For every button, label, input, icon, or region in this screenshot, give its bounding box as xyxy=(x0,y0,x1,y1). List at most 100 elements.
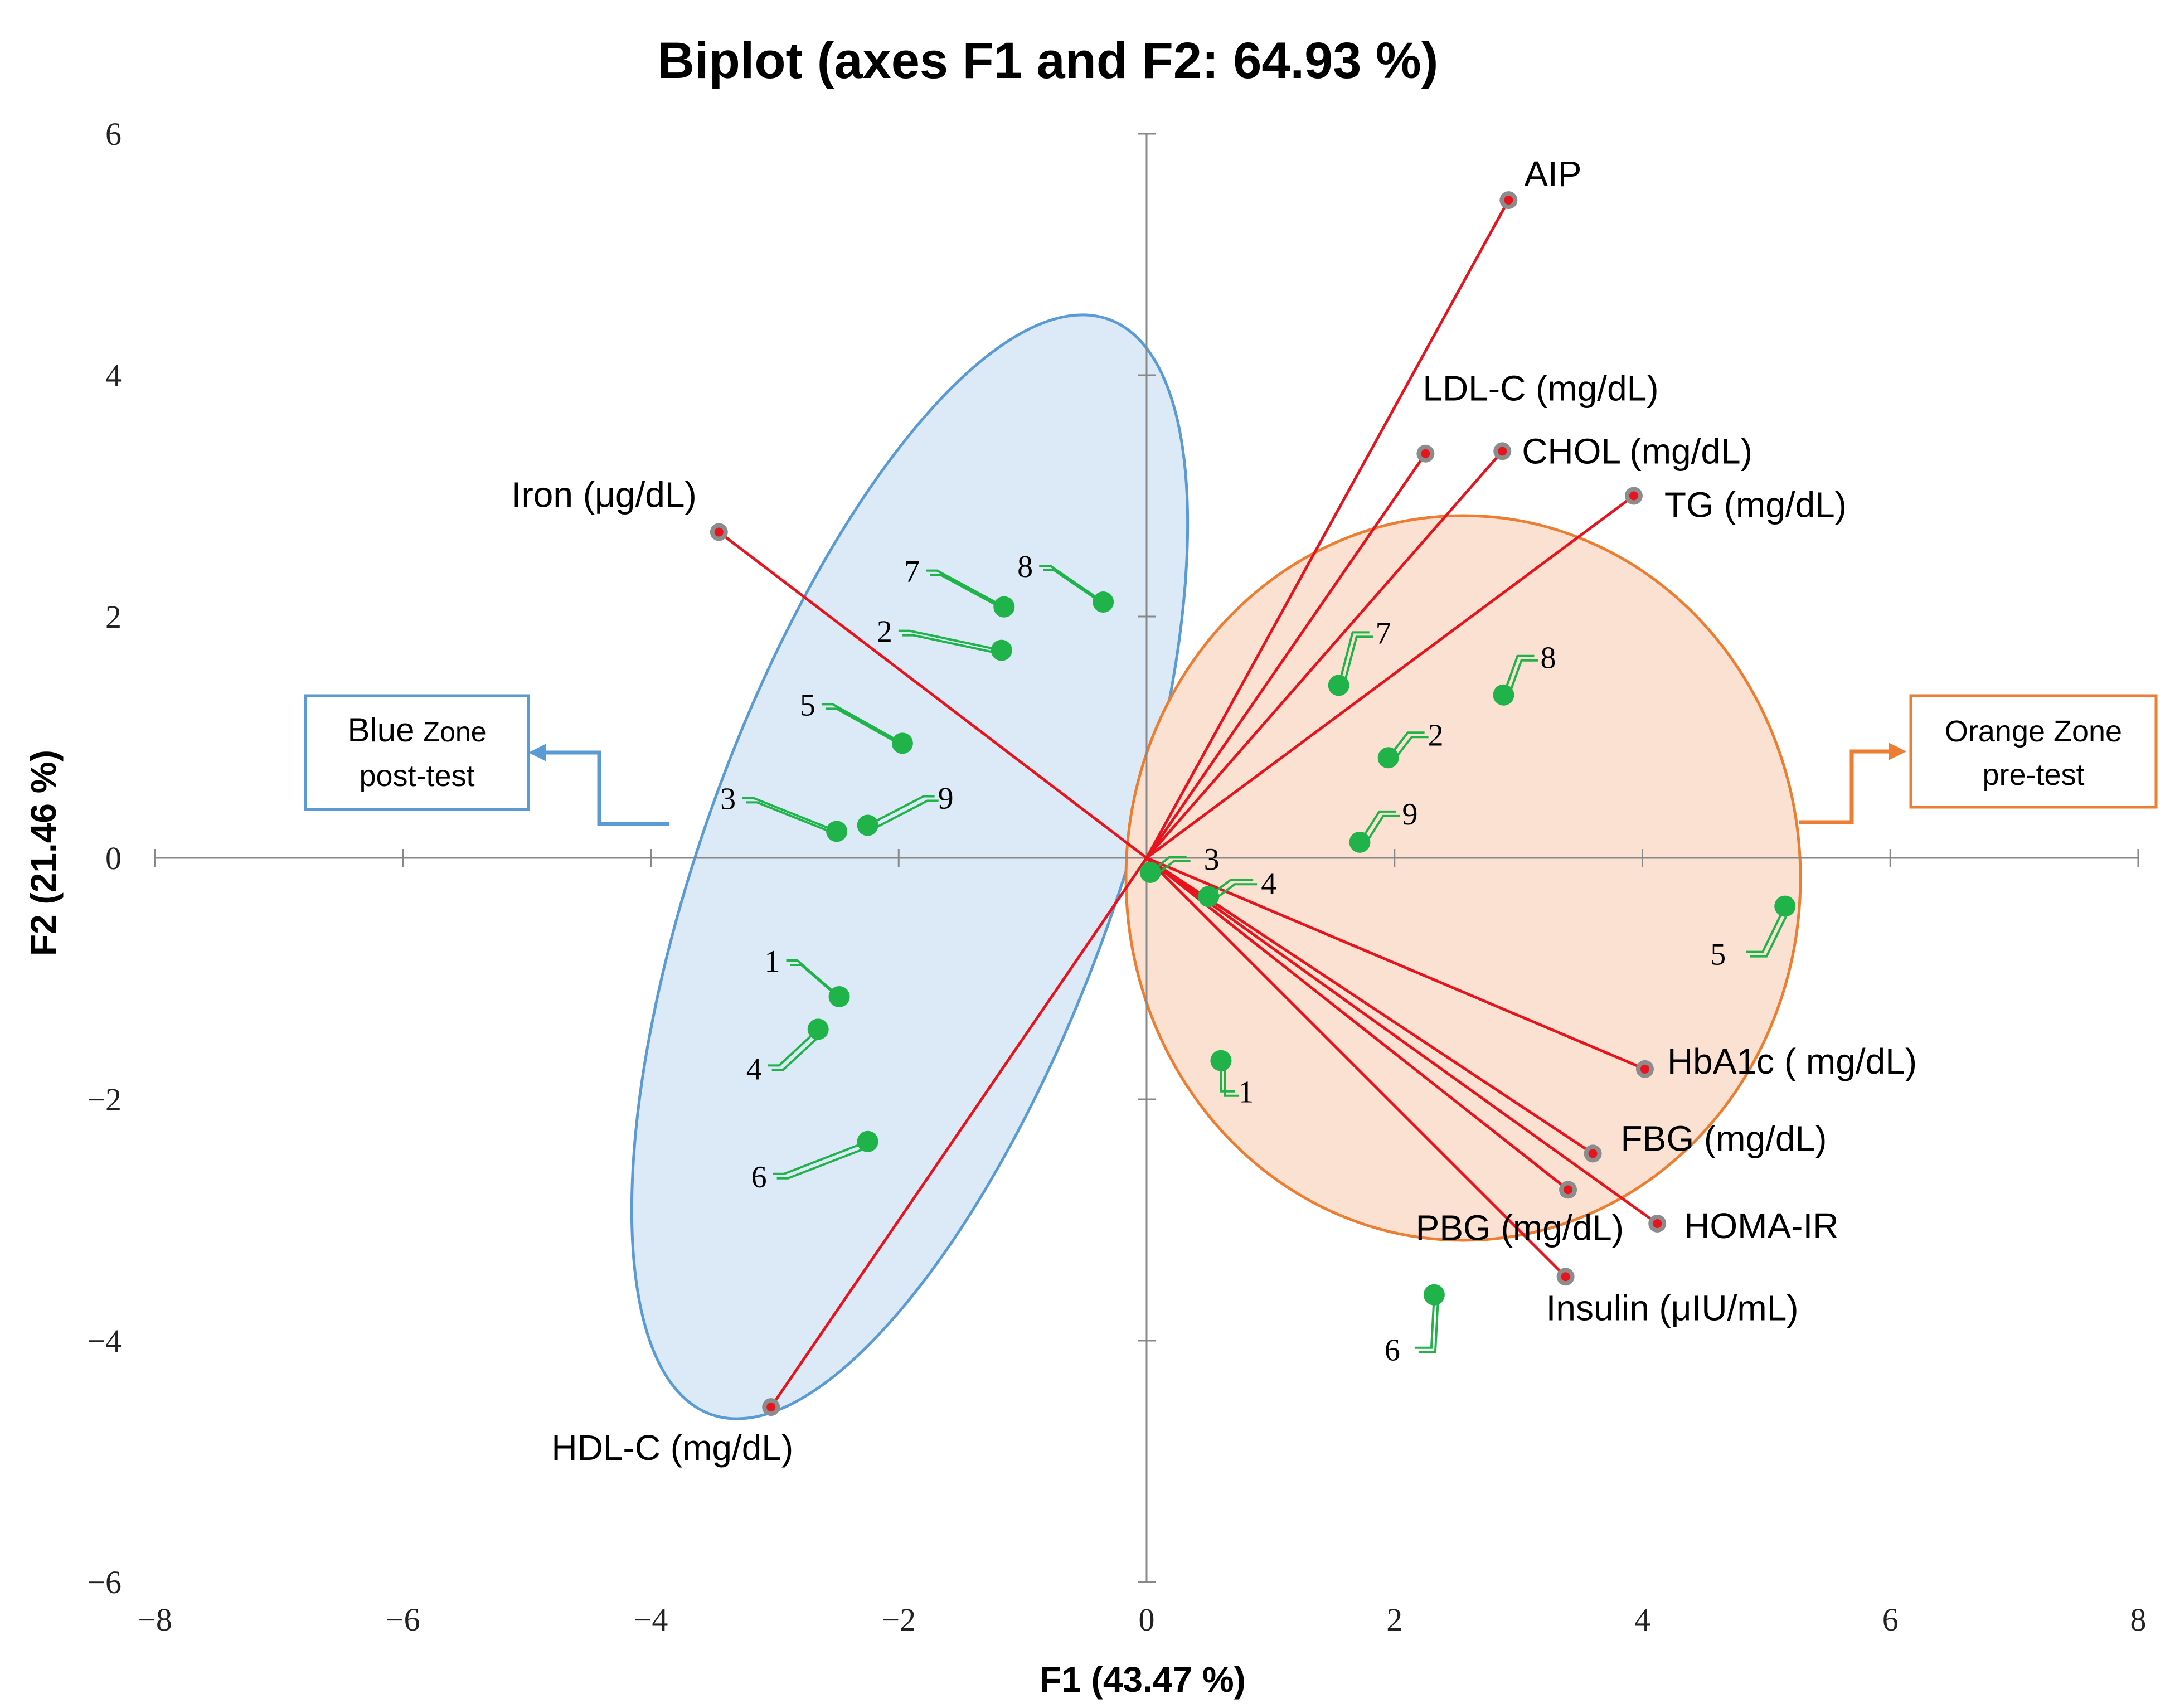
variable-point xyxy=(1629,491,1638,501)
ticks-layer: −8 −6 −4 −2 0 2 4 6 8 −6 −4 −2 0 2 4 6 xyxy=(87,116,2146,1638)
y-axis-title: F2 (21.46 %) xyxy=(23,750,64,956)
pre-test-observation-point xyxy=(1377,747,1399,769)
variable-point xyxy=(1561,1272,1570,1282)
pre-test-observation-leader xyxy=(1337,631,1370,686)
post-test-observation-label: 7 xyxy=(904,555,920,589)
x-tick-label: −6 xyxy=(386,1602,420,1638)
orange-zone-title: Orange Zone xyxy=(1945,715,2122,748)
post-test-observation-point xyxy=(828,986,850,1007)
post-test-observation-point xyxy=(826,821,848,842)
variable-label: CHOL (mg/dL) xyxy=(1522,431,1752,471)
post-test-observation-leader xyxy=(930,574,1009,613)
variable-point xyxy=(1588,1149,1598,1158)
y-tick-label: 6 xyxy=(105,116,122,152)
post-test-observation-leader xyxy=(902,634,1006,656)
y-tick-label: 2 xyxy=(105,599,122,635)
variable-point xyxy=(1640,1064,1649,1074)
x-tick-label: 2 xyxy=(1386,1602,1402,1638)
variable-vector xyxy=(1145,453,1427,859)
x-tick-label: −2 xyxy=(881,1602,916,1638)
variables-layer: AIP LDL-C (mg/dL) CHOL (mg/dL) TG (mg/dL) Ir… xyxy=(512,154,1917,1468)
variable-label: TG (mg/dL) xyxy=(1664,485,1847,525)
variable-vector xyxy=(1145,494,1635,860)
y-tick-label: −2 xyxy=(87,1081,122,1118)
orange-zone-connector xyxy=(1799,749,1898,824)
post-test-observation-leader xyxy=(871,799,939,831)
variable-label: HOMA-IR xyxy=(1684,1206,1838,1246)
blue-zone-subtitle: post-test xyxy=(359,759,474,793)
pre-test-observation-point xyxy=(1493,684,1514,706)
post-test-observation-label: 1 xyxy=(765,944,780,979)
blue-zone-connector xyxy=(535,750,669,826)
x-tick-label: 0 xyxy=(1139,1602,1155,1638)
chart-title: Biplot (axes F1 and F2: 64.93 %) xyxy=(658,32,1439,89)
post-test-observation-leader xyxy=(821,703,903,745)
post-test-observation-point xyxy=(807,1018,829,1040)
post-test-observation-point xyxy=(1093,591,1114,613)
orange-zone-arrowhead xyxy=(1889,743,1906,760)
variable-label: HbA1c ( mg/dL) xyxy=(1667,1041,1917,1081)
pre-test-observation-leader xyxy=(1418,1299,1439,1353)
variable-point xyxy=(766,1403,776,1412)
pre-test-observation-leader xyxy=(1750,910,1790,958)
post-test-observation-leader xyxy=(773,1140,868,1175)
post-test-observation-point xyxy=(993,596,1015,618)
variable-vector xyxy=(1145,856,1594,1155)
pre-test-observation-label: 1 xyxy=(1238,1075,1254,1110)
blue-zone-ellipse xyxy=(630,313,1190,1420)
orange-zone-callout: Orange Zone pre-test xyxy=(1799,694,2158,824)
pre-test-observation-label: 8 xyxy=(1540,641,1556,676)
observations-layer: 7 8 2 5 3 9 1 4 6 7 8 2 9 3 4 5 1 6 xyxy=(720,550,1796,1368)
variable-vector xyxy=(1145,857,1567,1278)
orange-zone-ellipse xyxy=(1124,514,1802,1242)
variable-label: PBG (mg/dL) xyxy=(1416,1207,1624,1248)
variable-vector xyxy=(1146,856,1645,1071)
post-test-observation-label: 2 xyxy=(877,615,892,649)
post-test-observation-label: 4 xyxy=(746,1052,762,1086)
post-test-observation-leader xyxy=(1043,569,1108,608)
pre-test-observation-label: 2 xyxy=(1428,718,1444,753)
y-tick-label: −4 xyxy=(87,1323,122,1359)
post-test-observation-leader xyxy=(867,795,935,827)
post-test-observation-leader xyxy=(790,963,844,1002)
pre-test-observation-label: 7 xyxy=(1376,616,1391,651)
x-tick-label: 8 xyxy=(2130,1602,2147,1638)
pre-test-observation-label: 3 xyxy=(1204,842,1220,877)
x-tick-label: 4 xyxy=(1634,1602,1650,1638)
pre-test-observation-point xyxy=(1210,1050,1232,1071)
post-test-observation-label: 8 xyxy=(1017,550,1033,584)
y-tick-label: −6 xyxy=(87,1564,122,1600)
post-test-observation-point xyxy=(857,814,878,836)
pre-test-observation-leader xyxy=(1391,736,1429,763)
post-test-observation-label: 6 xyxy=(751,1160,767,1195)
post-test-observation-point xyxy=(991,639,1012,661)
x-tick-label: 6 xyxy=(1882,1602,1899,1638)
post-test-observation-leader xyxy=(742,797,837,833)
variable-label: FBG (mg/dL) xyxy=(1621,1118,1827,1158)
pre-test-observation-label: 5 xyxy=(1710,938,1726,972)
post-test-observation-leader xyxy=(926,569,1005,608)
pre-test-observation-label: 4 xyxy=(1261,866,1276,901)
post-test-observation-point xyxy=(891,732,913,754)
variable-label: Insulin (μIU/mL) xyxy=(1546,1288,1799,1328)
x-tick-label: −4 xyxy=(634,1602,668,1638)
vectors-layer xyxy=(718,199,1658,1408)
pre-test-observation-leader xyxy=(1362,814,1400,847)
post-test-observation-leader xyxy=(1039,565,1104,603)
pre-test-observation-point xyxy=(1349,831,1371,853)
variable-point xyxy=(714,527,724,537)
pre-test-observation-leader xyxy=(1224,1065,1239,1097)
post-test-observation-leader xyxy=(746,801,841,837)
x-tick-label: −8 xyxy=(138,1602,172,1638)
variable-vector xyxy=(718,531,1148,859)
blue-zone-arrowhead xyxy=(528,744,546,761)
variable-label: Iron (μg/dL) xyxy=(512,474,697,515)
pre-test-observation-label: 9 xyxy=(1402,797,1417,832)
post-test-observation-label: 9 xyxy=(938,782,954,816)
pre-test-observation-leader xyxy=(1746,905,1787,953)
variable-point xyxy=(1564,1185,1573,1195)
y-tick-label: 0 xyxy=(105,840,122,876)
pre-test-observation-label: 6 xyxy=(1385,1333,1400,1368)
post-test-observation-label: 3 xyxy=(720,782,736,816)
